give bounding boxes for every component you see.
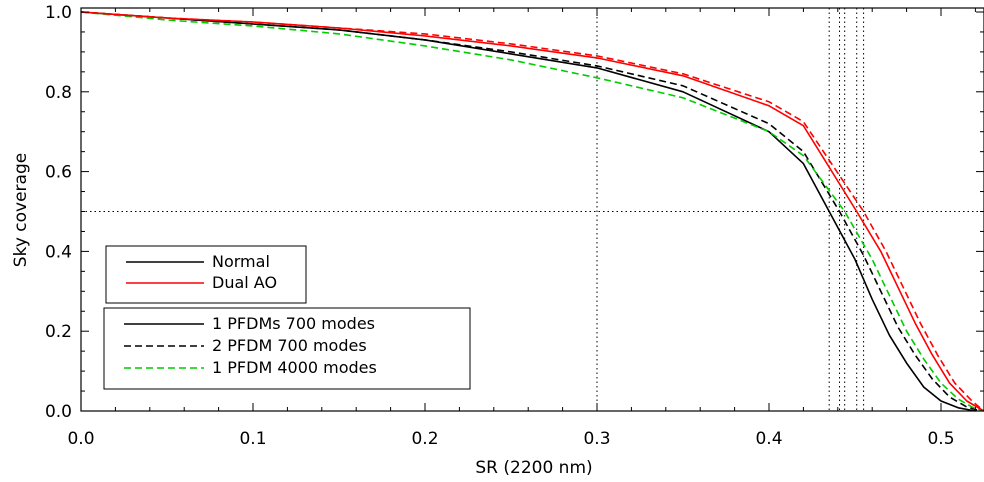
y-tick-label: 0.4 (45, 242, 72, 262)
series-line-4 (80, 11, 984, 412)
legend-style: 1 PFDMs 700 modes 2 PFDM 700 modes 1 PFDM … (103, 307, 471, 390)
x-tick-label: 0.3 (583, 429, 610, 449)
legend-color-label: Dual AO (212, 273, 277, 292)
x-tick-label: 0.2 (411, 429, 438, 449)
y-tick-label: 0.6 (45, 163, 72, 183)
series-line-1 (80, 11, 981, 412)
reference-lines (81, 8, 984, 411)
x-tick-labels: 0.0 0.1 0.2 0.3 0.4 0.5 (67, 429, 954, 449)
legend-style-label: 1 PFDMs 700 modes (212, 314, 375, 333)
legend-color-label: Normal (212, 252, 270, 271)
x-tick-label: 0.5 (927, 429, 954, 449)
y-tick-label: 0.8 (45, 83, 72, 103)
y-tick-labels: 0.0 0.2 0.4 0.6 0.8 1.0 (45, 3, 72, 422)
legend-style-label: 2 PFDM 700 modes (212, 336, 367, 355)
y-tick-label: 0.2 (45, 322, 72, 342)
legend-style-label: 1 PFDM 4000 modes (212, 358, 377, 377)
series-line-2 (80, 11, 984, 412)
x-tick-label: 0.1 (239, 429, 266, 449)
series-layer (80, 11, 984, 412)
x-tick-label: 0.0 (67, 429, 94, 449)
legend-color-box (105, 245, 307, 304)
x-tick-label: 0.4 (755, 429, 782, 449)
y-axis-label: Sky coverage (11, 153, 31, 267)
plot-frame (80, 7, 984, 412)
x-axis-label: SR (2200 nm) (475, 458, 592, 478)
axis-ticks (80, 8, 984, 412)
y-tick-label: 1.0 (45, 3, 72, 23)
legend-style-box (103, 307, 471, 390)
y-tick-label: 0.0 (45, 402, 72, 422)
legend-color: Normal Dual AO (105, 245, 307, 304)
